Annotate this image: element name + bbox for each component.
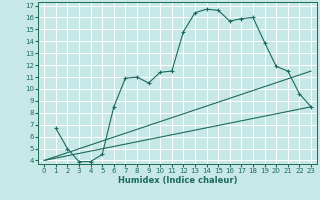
X-axis label: Humidex (Indice chaleur): Humidex (Indice chaleur) <box>118 176 237 185</box>
